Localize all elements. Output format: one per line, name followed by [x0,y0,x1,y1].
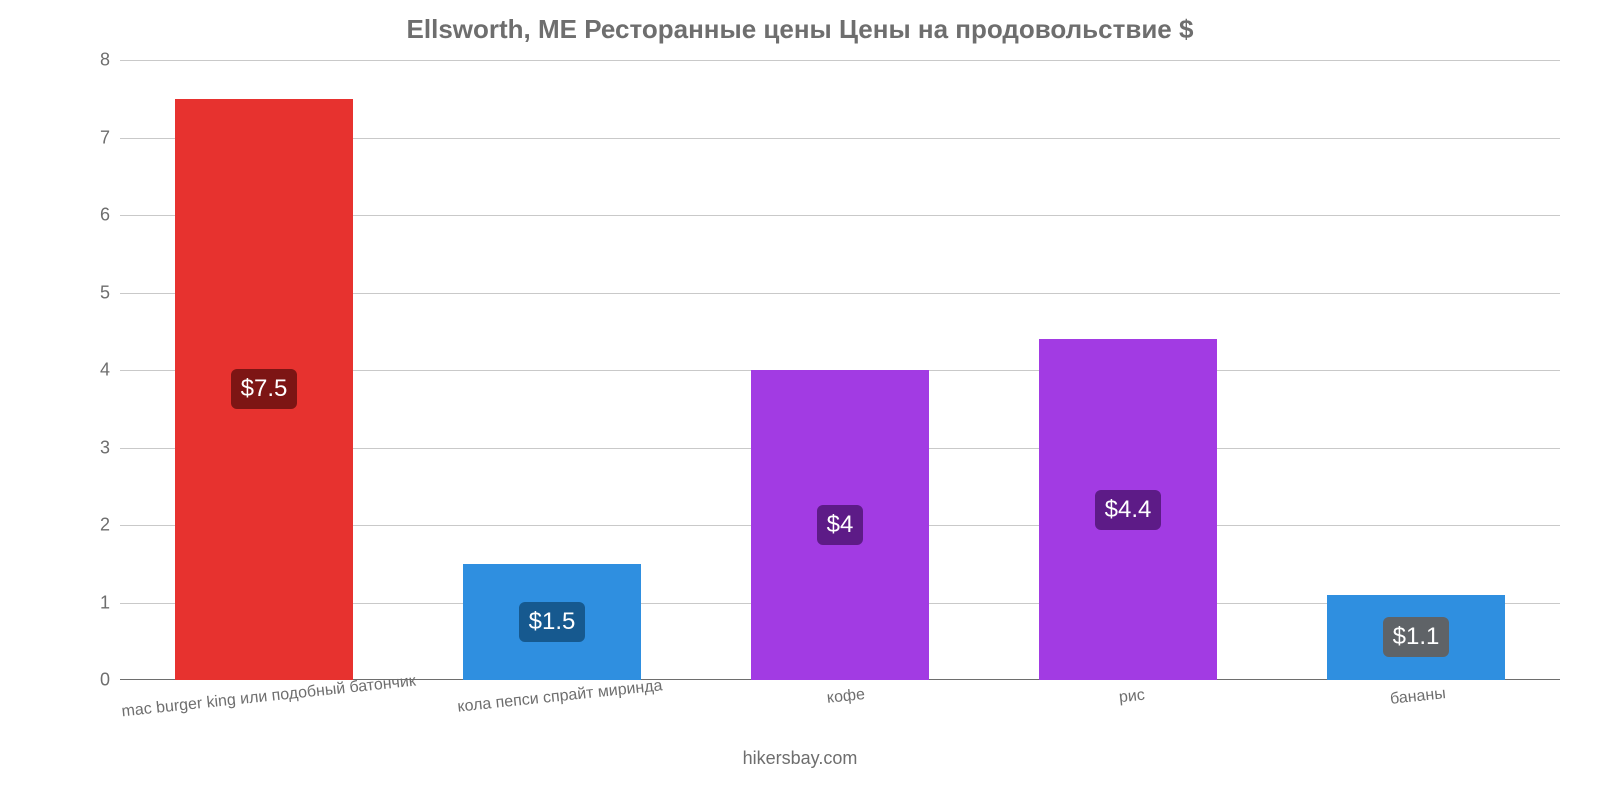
plot-area: $7.5 $1.5 $4 $4.4 $1.1 [120,60,1560,680]
bar-slot: $4.4 [984,60,1272,680]
bar: $7.5 [175,99,354,680]
chart-container: Ellsworth, ME Ресторанные цены Цены на п… [0,0,1600,800]
bar-slot: $4 [696,60,984,680]
bar-slot: $1.1 [1272,60,1560,680]
bars-group: $7.5 $1.5 $4 $4.4 $1.1 [120,60,1560,680]
chart-title: Ellsworth, ME Ресторанные цены Цены на п… [0,14,1600,45]
y-tick-label: 3 [80,437,110,458]
x-axis-labels: mac burger king или подобный батончиккол… [120,688,1560,706]
attribution-text: hikersbay.com [0,748,1600,769]
y-tick-label: 4 [80,360,110,381]
bar: $4.4 [1039,339,1218,680]
y-tick-label: 7 [80,127,110,148]
y-tick-label: 1 [80,592,110,613]
bar: $4 [751,370,930,680]
x-tick-label: кофе [703,673,989,721]
bar-value-label: $1.1 [1383,617,1450,657]
y-tick-label: 5 [80,282,110,303]
x-tick-label: кола пепси спрайт миринда [416,673,702,721]
bar-value-label: $4.4 [1095,490,1162,530]
y-tick-label: 2 [80,515,110,536]
bar-slot: $7.5 [120,60,408,680]
y-tick-label: 0 [80,670,110,691]
bar: $1.5 [463,564,642,680]
bar-value-label: $1.5 [519,602,586,642]
x-tick-label: бананы [1275,673,1561,721]
bar-value-label: $4 [817,505,864,545]
x-tick-label: рис [989,673,1275,721]
bar: $1.1 [1327,595,1506,680]
bar-value-label: $7.5 [231,369,298,409]
y-tick-label: 8 [80,50,110,71]
y-tick-label: 6 [80,205,110,226]
bar-slot: $1.5 [408,60,696,680]
